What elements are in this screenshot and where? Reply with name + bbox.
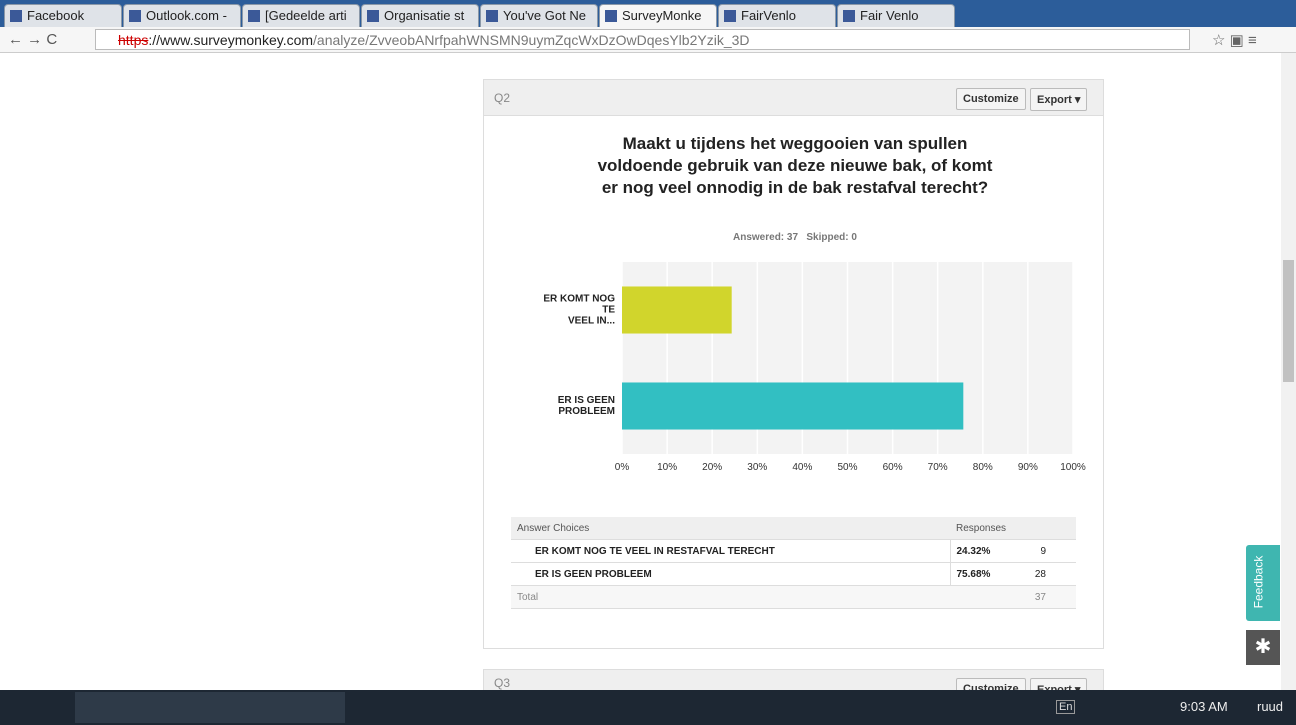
count: 9 [1012, 539, 1076, 563]
col-header: Answer Choices [511, 517, 950, 540]
bar [622, 286, 732, 334]
tab[interactable]: SurveyMonke [599, 4, 717, 27]
taskbar: En 9:03 AM ruud [0, 690, 1296, 725]
x-tick-label: 0% [614, 462, 630, 473]
url-path: /analyze/ZvveobANrfpahWNSMN9uymZqcWxDzOw… [313, 32, 750, 48]
tab-bar: Facebook Outlook.com - [Gedeelde arti Orga… [0, 0, 1296, 27]
x-tick-label: 80% [972, 462, 993, 473]
customize-button[interactable]: Customize [956, 88, 1026, 110]
url-host: ://www.surveymonkey.com [148, 32, 314, 48]
address-bar: ← → C https://www.surveymonkey.com/analy… [0, 27, 1296, 53]
x-tick-label: 50% [837, 462, 858, 473]
scrollbar[interactable] [1281, 53, 1296, 690]
question-label: Q2 [494, 91, 511, 105]
total-count: 37 [1012, 585, 1076, 609]
tab[interactable]: [Gedeelde arti [242, 4, 360, 27]
nav-buttons[interactable]: ← → C [8, 31, 58, 48]
x-tick-label: 20% [702, 462, 723, 473]
choice: ER KOMT NOG TE VEEL IN RESTAFVAL TERECHT [511, 539, 950, 563]
x-tick-label: 40% [792, 462, 813, 473]
x-tick-label: 10% [657, 462, 678, 473]
tab[interactable]: Outlook.com - [123, 4, 241, 27]
tab[interactable]: Facebook [4, 4, 122, 27]
percent: 75.68% [949, 562, 1013, 586]
x-tick-label: 60% [882, 462, 903, 473]
tab[interactable]: Organisatie st [361, 4, 479, 27]
answered: Answered: 37 [733, 232, 799, 243]
total-label: Total [511, 585, 950, 609]
feedback-tab[interactable]: Feedback [1246, 545, 1280, 621]
category-label: ER KOMT NOG TE VEEL IN... [543, 293, 615, 327]
chart-title: Maakt u tijdens het weggooien van spulle… [597, 134, 993, 197]
feedback-label: Feedback [1251, 555, 1266, 609]
count: 28 [1012, 562, 1076, 586]
tab[interactable]: You've Got Ne [480, 4, 598, 27]
response-table: Answer Choices Responses ER KOMT NOG TE V… [511, 517, 1076, 609]
category-label: ER IS GEEN PROBLEEM [557, 395, 615, 417]
language[interactable]: En [1056, 700, 1076, 714]
x-tick-label: 30% [747, 462, 768, 473]
bug-button[interactable]: ✱ [1246, 630, 1280, 665]
taskbar-apps[interactable] [75, 692, 345, 723]
x-tick-label: 90% [1017, 462, 1038, 473]
tab[interactable]: Fair Venlo [837, 4, 955, 27]
x-tick-label: 70% [927, 462, 948, 473]
toolbar-icons[interactable]: ☆ ▣ ≡ [1212, 32, 1257, 49]
col-header: Responses [950, 517, 1076, 540]
bar [622, 382, 964, 430]
panel-header: Q2 Customize Export ▾ [484, 80, 1103, 116]
clock[interactable]: 9:03 AM [1180, 699, 1228, 714]
question-label: Q3 [494, 676, 511, 690]
response-summary: Answered: 37 Skipped: 0 [600, 232, 990, 243]
skipped: Skipped: 0 [806, 232, 857, 243]
choice: ER IS GEEN PROBLEEM [511, 562, 950, 586]
user[interactable]: ruud [1257, 699, 1284, 714]
percent: 24.32% [949, 539, 1013, 563]
export-button[interactable]: Export ▾ [1030, 88, 1088, 111]
url-box[interactable]: https://www.surveymonkey.com/analyze/Zvv… [95, 29, 1190, 50]
x-tick-label: 100% [1060, 462, 1086, 473]
url-scheme: https [118, 32, 149, 48]
tab[interactable]: FairVenlo [718, 4, 836, 27]
